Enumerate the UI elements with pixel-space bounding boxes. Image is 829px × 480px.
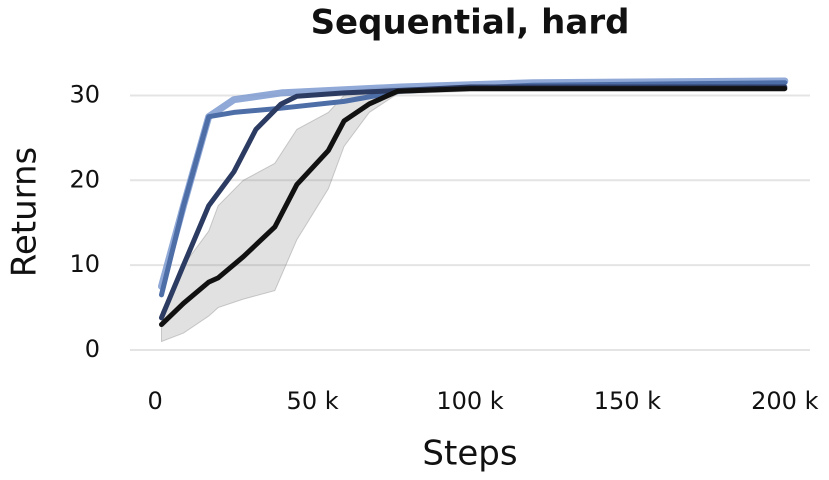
confidence-band bbox=[160, 86, 786, 343]
y-tick-label: 10 bbox=[69, 250, 100, 278]
y-axis-label: Returns bbox=[5, 147, 45, 278]
y-tick-label: 20 bbox=[69, 165, 100, 193]
x-tick-label: 200 k bbox=[751, 387, 818, 415]
y-tick-label: 30 bbox=[69, 80, 100, 108]
x-axis-label: Steps bbox=[422, 434, 517, 474]
x-tick-label: 50 k bbox=[287, 387, 339, 415]
x-tick-label: 100 k bbox=[436, 387, 503, 415]
chart-title: Sequential, hard bbox=[311, 3, 630, 43]
series-line bbox=[158, 86, 788, 328]
x-tick-label: 150 k bbox=[594, 387, 661, 415]
x-tick-label: 0 bbox=[148, 387, 163, 415]
y-tick-label: 0 bbox=[85, 335, 100, 363]
